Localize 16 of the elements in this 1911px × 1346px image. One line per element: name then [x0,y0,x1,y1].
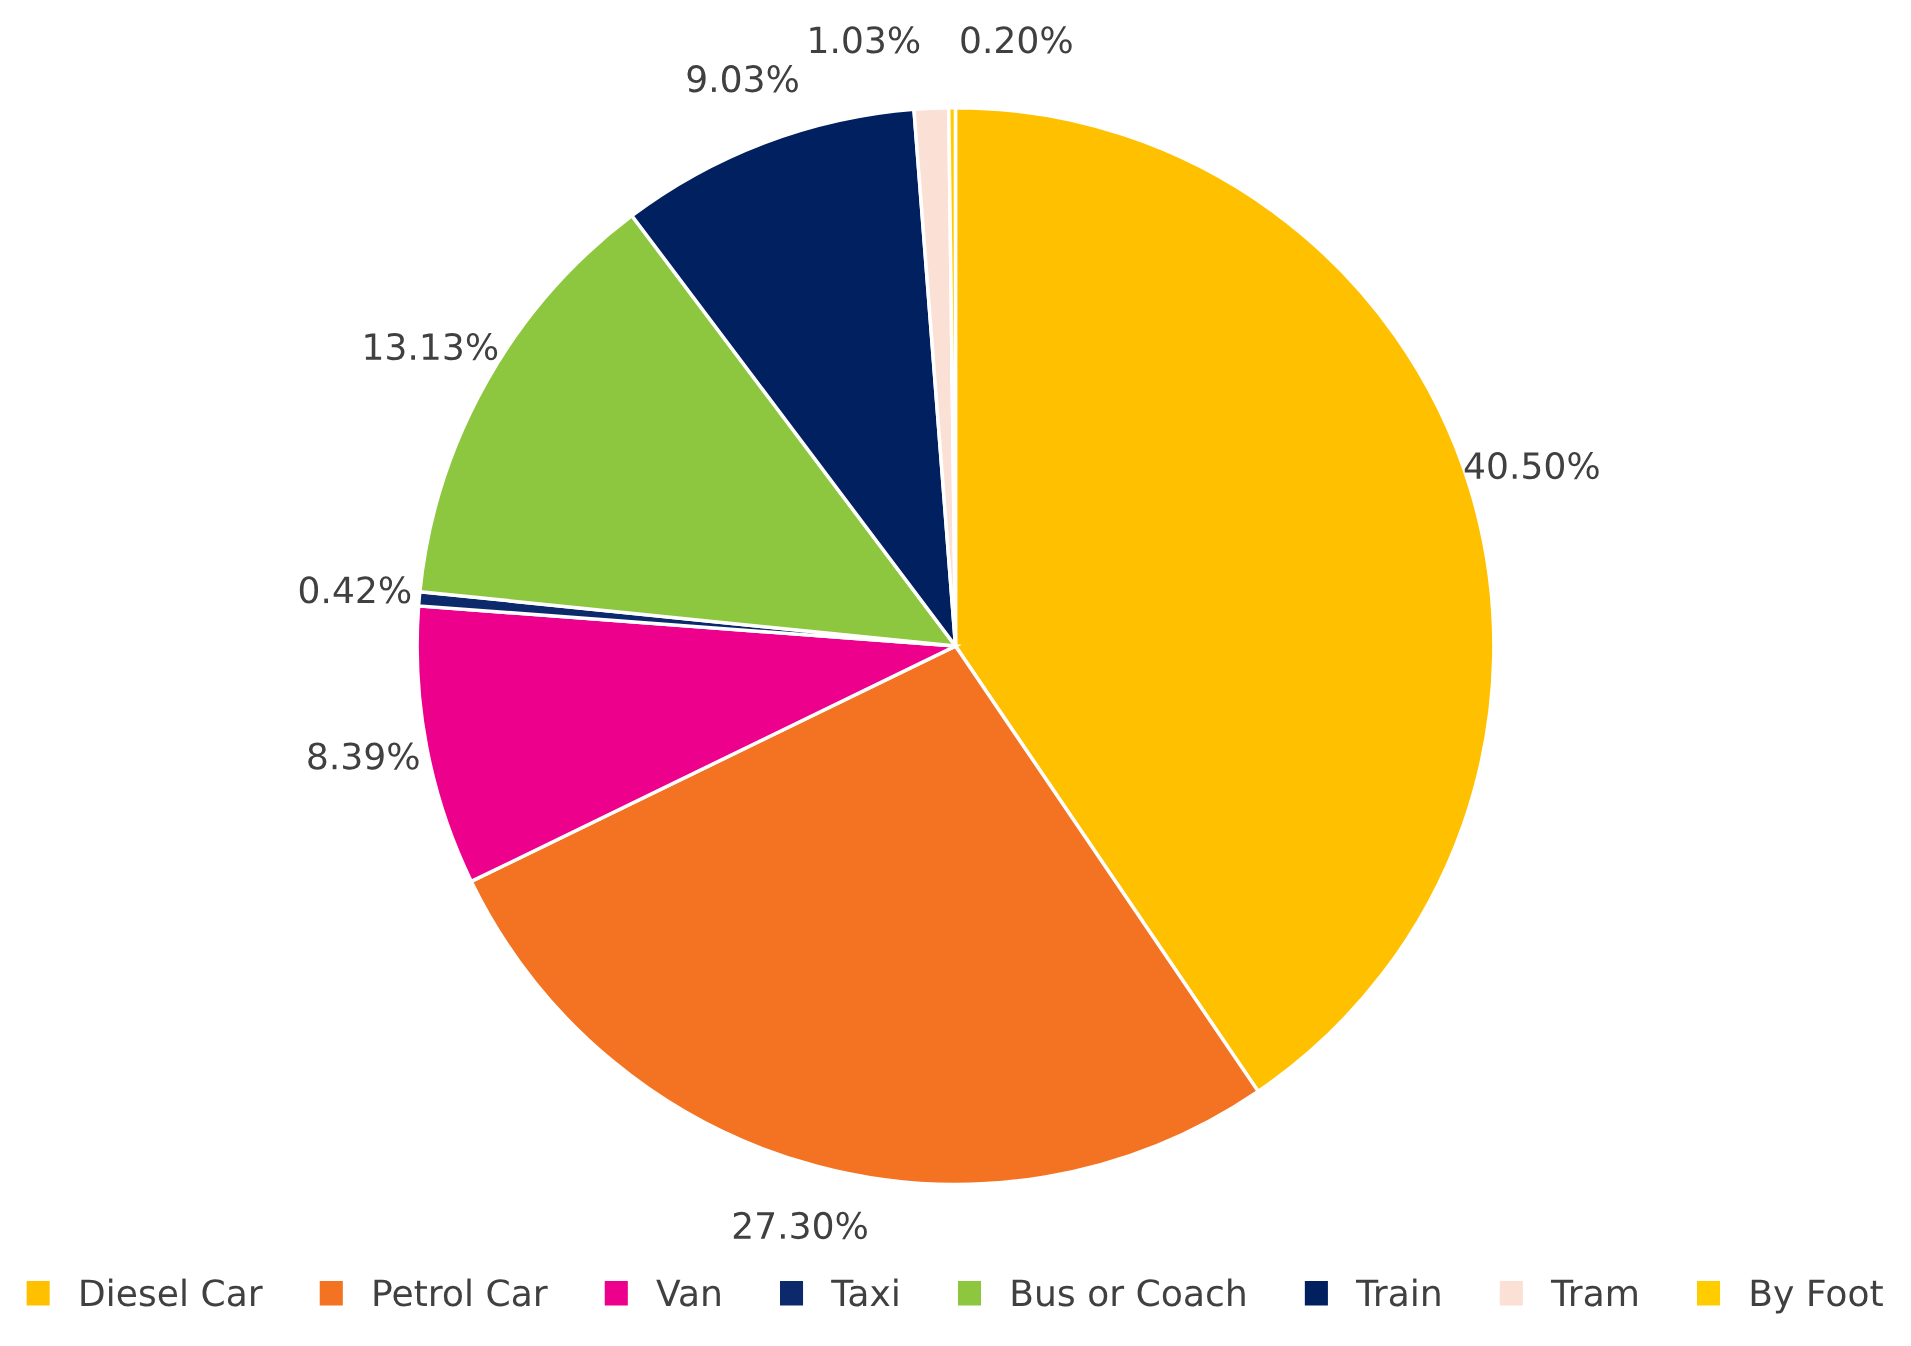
legend-label: Train [1355,1278,1440,1307]
data-label: 0.20% [961,26,1072,54]
data-label: 40.50% [1464,451,1599,480]
legend-label: Van [656,1279,720,1307]
data-label: 8.39% [308,742,419,770]
data-label: 0.42% [299,576,411,604]
data-label: 9.03% [687,65,798,93]
legend-label: Taxi [831,1278,898,1307]
data-label: 13.13% [365,332,498,361]
legend-label: Petrol Car [374,1278,548,1307]
legend-label: Bus or Coach [1012,1278,1245,1307]
legend-label: Tram [1550,1279,1637,1307]
data-label: 1.03% [810,26,920,54]
legend-label: By Foot [1751,1279,1883,1314]
legend-label: Diesel Car [81,1278,263,1307]
data-label: 27.30% [733,1211,867,1240]
